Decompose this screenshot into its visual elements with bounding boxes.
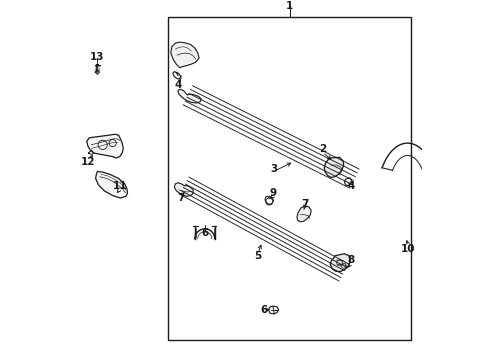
Polygon shape [268,306,278,314]
Polygon shape [344,178,351,186]
Text: 13: 13 [90,51,104,62]
Text: 7: 7 [177,193,185,203]
Text: 6: 6 [201,228,208,238]
Polygon shape [170,42,199,68]
Text: 9: 9 [269,188,276,198]
Text: 2: 2 [318,144,325,154]
Polygon shape [174,183,193,196]
Bar [168,17,410,340]
Text: 12: 12 [81,157,95,167]
Text: 7: 7 [301,199,308,209]
Polygon shape [178,89,201,103]
Text: 5: 5 [254,251,261,261]
Text: 3: 3 [269,163,277,174]
Polygon shape [296,206,310,222]
Text: 1: 1 [285,1,293,11]
Text: 4: 4 [346,181,354,191]
Polygon shape [324,157,343,177]
Text: 11: 11 [112,181,127,191]
Text: 10: 10 [400,244,415,255]
Text: 4: 4 [174,80,182,90]
Text: 8: 8 [346,255,354,265]
Polygon shape [86,134,123,158]
Polygon shape [96,171,127,198]
Text: 6: 6 [260,305,267,315]
Polygon shape [329,254,349,271]
